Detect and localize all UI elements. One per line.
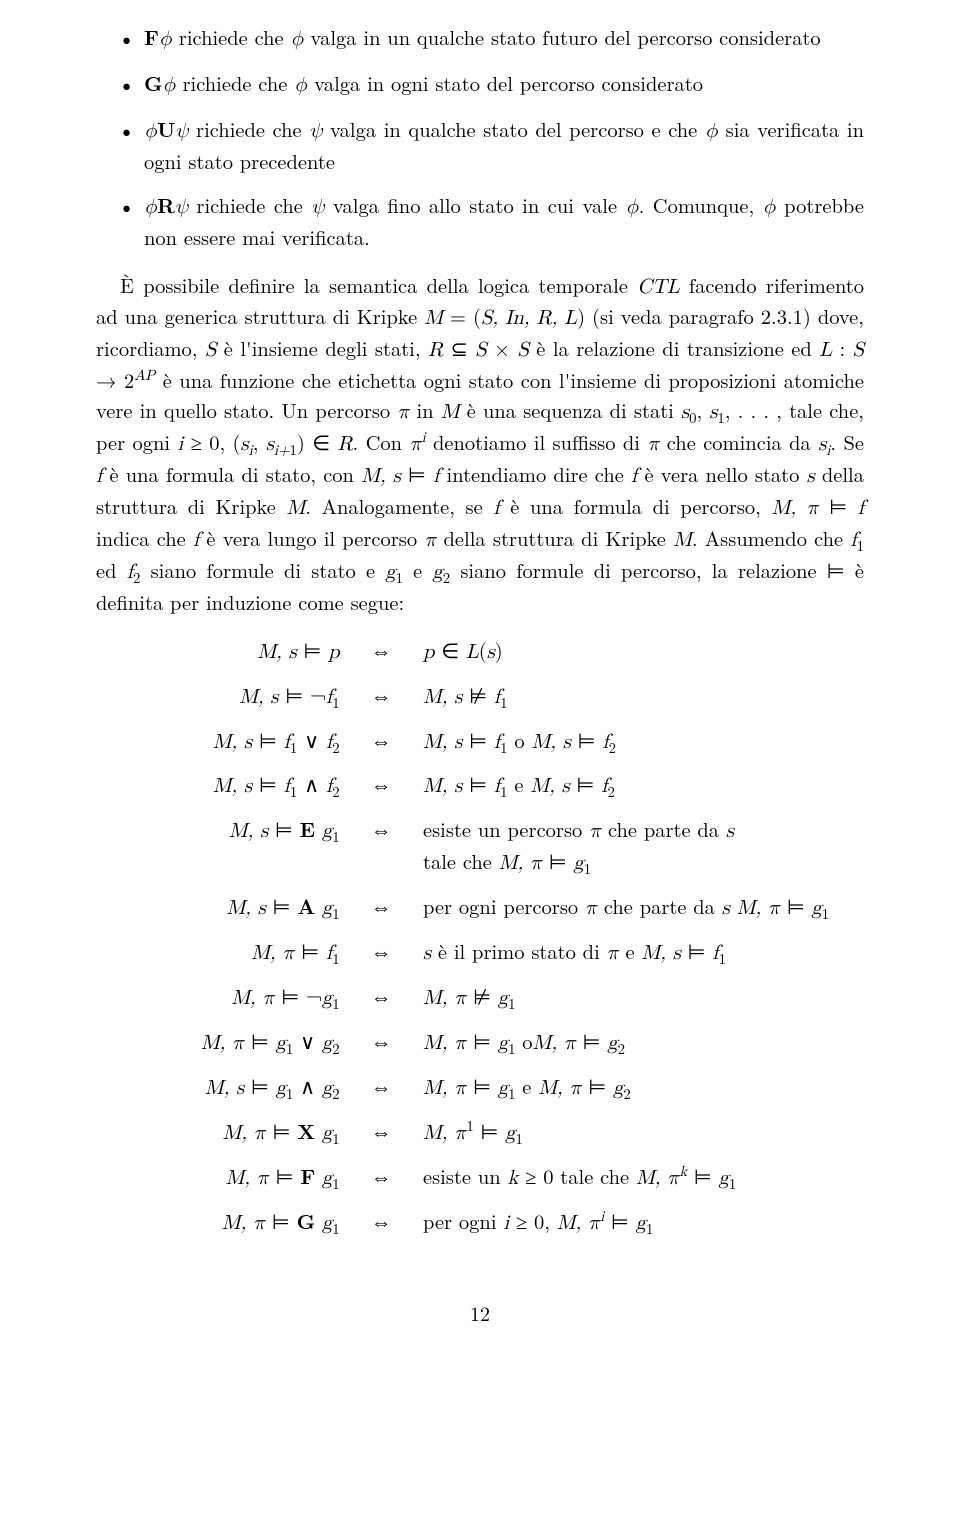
semantics-rhs: s è il primo stato di π e M, s ⊨ f1 bbox=[423, 936, 864, 968]
semantics-lhs: M, s ⊨ A g1 bbox=[166, 891, 340, 923]
semantics-rhs: M, s ⊨ f1 o M, s ⊨ f2 bbox=[423, 725, 864, 757]
semantics-iff: ⇔ bbox=[354, 1026, 409, 1056]
semantics-lhs: M, s ⊨ ¬f1 bbox=[166, 680, 340, 712]
semantics-rhs: M, π ⊭ g1 bbox=[423, 981, 864, 1013]
semantics-rhs: p ∈ L(s) bbox=[423, 635, 864, 667]
semantics-lhs: M, π ⊨ F g1 bbox=[166, 1161, 340, 1193]
semantics-iff: ⇔ bbox=[354, 981, 409, 1011]
semantics-iff: ⇔ bbox=[354, 1161, 409, 1191]
semantics-lhs: M, π ⊨ ¬g1 bbox=[166, 981, 340, 1013]
semantics-rhs: M, π ⊨ g1 oM, π ⊨ g2 bbox=[423, 1026, 864, 1058]
bullet-item: ϕRψ richiede che ψ valga fino allo stato… bbox=[144, 190, 864, 252]
semantics-iff: ⇔ bbox=[354, 814, 409, 844]
semantics-lhs: M, s ⊨ g1 ∧ g2 bbox=[166, 1071, 340, 1103]
semantics-lhs: M, s ⊨ f1 ∧ f2 bbox=[166, 769, 340, 801]
semantics-table: M, s ⊨ p ⇔ p ∈ L(s) M, s ⊨ ¬f1 ⇔ M, s ⊭ f1 M, … bbox=[166, 635, 864, 1238]
semantics-iff: ⇔ bbox=[354, 936, 409, 966]
semantics-rhs: per ogni percorso π che parte da s M, π … bbox=[423, 891, 864, 923]
semantics-lhs: M, s ⊨ p bbox=[166, 635, 340, 667]
semantics-lhs: M, π ⊨ f1 bbox=[166, 936, 340, 968]
semantics-iff: ⇔ bbox=[354, 1116, 409, 1146]
semantics-lhs: M, s ⊨ E g1 bbox=[166, 814, 340, 846]
page-number: 12 bbox=[96, 1298, 864, 1327]
bullet-item: Gϕ richiede che ϕ valga in ogni stato de… bbox=[144, 68, 864, 100]
semantics-rhs: M, π1 ⊨ g1 bbox=[423, 1116, 864, 1148]
semantics-lhs: M, π ⊨ X g1 bbox=[166, 1116, 340, 1148]
page: Fϕ richiede che ϕ valga in un qualche st… bbox=[0, 0, 960, 1367]
semantics-iff: ⇔ bbox=[354, 725, 409, 755]
semantics-rhs: M, π ⊨ g1 e M, π ⊨ g2 bbox=[423, 1071, 864, 1103]
semantics-iff: ⇔ bbox=[354, 635, 409, 665]
main-paragraph: È possibile definire la semantica della … bbox=[96, 270, 864, 617]
semantics-iff: ⇔ bbox=[354, 1071, 409, 1101]
semantics-lhs: M, π ⊨ G g1 bbox=[166, 1206, 340, 1238]
semantics-rhs: per ogni i ≥ 0, M, πi ⊨ g1 bbox=[423, 1206, 864, 1238]
bullet-list: Fϕ richiede che ϕ valga in un qualche st… bbox=[96, 22, 864, 252]
semantics-lhs: M, π ⊨ g1 ∨ g2 bbox=[166, 1026, 340, 1058]
semantics-rhs: M, s ⊨ f1 e M, s ⊨ f2 bbox=[423, 769, 864, 801]
semantics-iff: ⇔ bbox=[354, 891, 409, 921]
semantics-rhs: esiste un percorso π che parte da stale … bbox=[423, 814, 864, 878]
semantics-iff: ⇔ bbox=[354, 769, 409, 799]
bullet-item: ϕUψ richiede che ψ valga in qualche stat… bbox=[144, 114, 864, 176]
semantics-lhs: M, s ⊨ f1 ∨ f2 bbox=[166, 725, 340, 757]
semantics-iff: ⇔ bbox=[354, 680, 409, 710]
bullet-item: Fϕ richiede che ϕ valga in un qualche st… bbox=[144, 22, 864, 54]
semantics-iff: ⇔ bbox=[354, 1206, 409, 1236]
semantics-rhs: M, s ⊭ f1 bbox=[423, 680, 864, 712]
semantics-rhs: esiste un k ≥ 0 tale che M, πk ⊨ g1 bbox=[423, 1161, 864, 1193]
